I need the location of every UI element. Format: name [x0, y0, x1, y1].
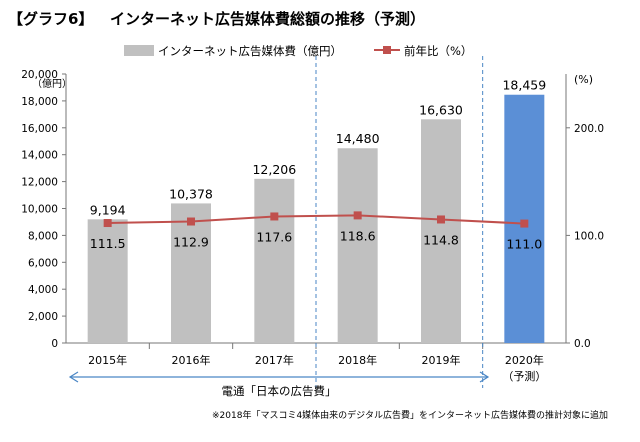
plot-area: 0 2,000 4,000 6,000 8,000 10,000 12,000 14,000 1…	[21, 56, 604, 388]
yoy-value-label: 112.9	[173, 235, 209, 250]
bracket-label: 電通「日本の広告費」	[222, 384, 337, 398]
left-tick-label: 18,000	[21, 96, 58, 108]
left-tick-label: 2,000	[28, 311, 58, 323]
yoy-point-2020年	[520, 219, 529, 228]
yoy-value-label: 114.8	[423, 232, 459, 247]
left-axis-unit: （億円）	[32, 77, 72, 90]
yoy-line	[107, 214, 525, 225]
yoy-value-label: 111.0	[506, 237, 542, 252]
left-tick-label: 0	[51, 338, 58, 350]
x-category-label: 2020年	[505, 353, 544, 367]
yoy-point-2018年	[353, 211, 362, 220]
left-tick-label: 8,000	[28, 230, 58, 242]
legend-bar-swatch	[124, 45, 154, 56]
bar-2017年	[254, 178, 295, 343]
legend-line-label: 前年比（%）	[404, 44, 472, 58]
bar-value-label: 9,194	[90, 202, 126, 217]
bar-value-label: 14,480	[336, 131, 380, 146]
yoy-point-2017年	[270, 212, 279, 221]
left-tick-label: 6,000	[28, 257, 58, 269]
yoy-value-label: 118.6	[340, 228, 376, 243]
legend-bar-label: インターネット広告媒体費（億円）	[158, 44, 342, 58]
chart-title: インターネット広告媒体費総額の推移（予測）	[110, 10, 425, 28]
bar-2015年	[87, 219, 128, 343]
left-tick-label: 16,000	[21, 123, 58, 135]
left-tick-label: 12,000	[21, 177, 58, 189]
yoy-point-2019年	[437, 215, 445, 224]
footnote: ※2018年「マスコミ4媒体由来のデジタル広告費」をインターネット広告媒体費の推…	[212, 409, 608, 421]
bracket-arrow-right	[479, 371, 490, 383]
x-category-sublabel: （予測）	[502, 369, 546, 383]
left-tick-label: 10,000	[21, 204, 58, 216]
chart-tag: 【グラフ6】	[8, 10, 93, 28]
bar-value-label: 12,206	[252, 162, 296, 177]
yoy-point-2015年	[103, 219, 112, 228]
right-tick-label: 200.0	[574, 123, 604, 135]
source-bracket: 電通「日本の広告費」	[68, 371, 490, 398]
left-tick-label: 4,000	[28, 284, 58, 296]
bar-value-label: 16,630	[419, 102, 463, 117]
x-category-label: 2019年	[422, 353, 461, 367]
bar-2018年	[337, 148, 378, 343]
bar-2020年	[504, 94, 545, 344]
legend-line-marker	[383, 46, 391, 54]
legend: インターネット広告媒体費（億円） 前年比（%）	[124, 44, 472, 58]
left-tick-label: 14,000	[21, 150, 58, 162]
x-category-label: 2015年	[88, 353, 127, 367]
right-tick-label: 0.0	[574, 338, 591, 350]
right-tick-label: 100.0	[574, 230, 604, 242]
yoy-value-label: 117.6	[256, 229, 292, 244]
bracket-arrow-left	[68, 371, 79, 383]
x-category-label: 2017年	[255, 353, 294, 367]
x-category-label: 2016年	[172, 353, 211, 367]
right-axis-unit: (%)	[574, 73, 593, 86]
bar-value-label: 10,378	[169, 186, 213, 201]
x-category-label: 2018年	[338, 353, 377, 367]
yoy-point-2016年	[187, 217, 195, 226]
bar-2016年	[171, 203, 211, 343]
left-tick-label: 20,000	[21, 69, 58, 81]
yoy-value-label: 111.5	[90, 236, 126, 251]
bar-value-label: 18,459	[502, 78, 546, 93]
bar-2019年	[421, 119, 461, 343]
